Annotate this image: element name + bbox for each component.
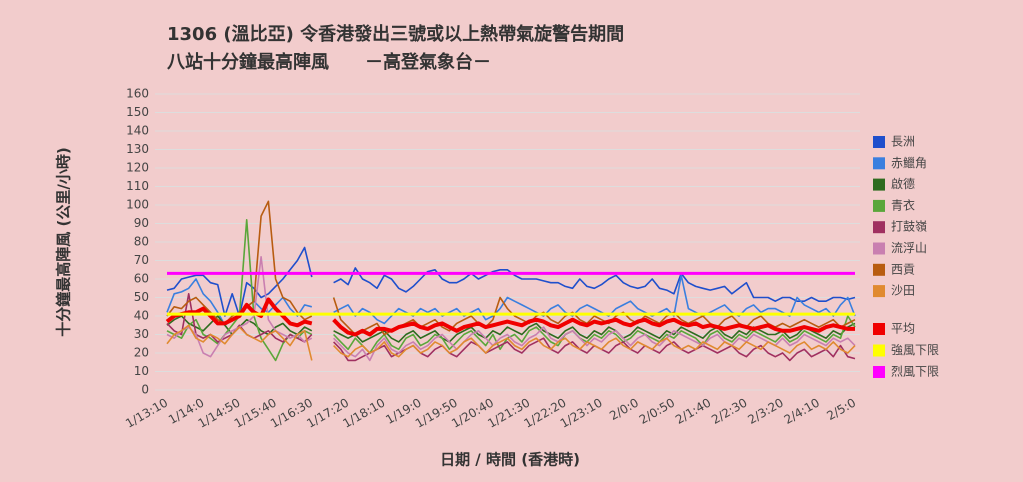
legend-label: 西貢 xyxy=(891,262,915,276)
legend-label: 打鼓嶺 xyxy=(891,220,927,234)
y-tick-label: 80 xyxy=(134,235,149,249)
legend-label: 流浮山 xyxy=(891,241,927,255)
y-tick-label: 20 xyxy=(134,346,149,360)
legend-label: 啟德 xyxy=(891,176,915,191)
legend-swatch xyxy=(873,199,885,212)
y-tick-label: 10 xyxy=(134,364,149,378)
y-tick-label: 110 xyxy=(126,179,149,193)
legend-swatch xyxy=(873,285,885,298)
legend-swatch xyxy=(873,178,885,191)
chart-subtitle: 八站十分鐘最高陣風 －高登氣象台－ xyxy=(167,51,491,73)
legend-label: 青衣 xyxy=(891,197,915,212)
legend-label: 平均 xyxy=(891,322,915,336)
legend-swatch xyxy=(873,242,885,255)
chart-title: 1306 (溫比亞) 令香港發出三號或以上熱帶氣旋警告期間 xyxy=(167,23,624,45)
y-tick-label: 0 xyxy=(141,383,149,397)
legend-label: 長洲 xyxy=(891,135,915,149)
y-tick-label: 30 xyxy=(134,327,149,341)
y-tick-label: 130 xyxy=(126,142,149,156)
y-tick-label: 160 xyxy=(126,87,149,101)
y-tick-label: 140 xyxy=(126,124,149,138)
series-line xyxy=(165,297,855,337)
y-tick-label: 70 xyxy=(134,253,149,267)
series-line xyxy=(166,324,856,361)
legend-swatch xyxy=(873,157,885,170)
legend-label: 強風下限 xyxy=(891,343,939,357)
y-tick-label: 120 xyxy=(126,161,149,175)
legend-swatch xyxy=(873,344,885,357)
y-axis-label: 十分鐘最高陣風 (公里/小時) xyxy=(55,147,73,336)
legend-label: 赤鱲角 xyxy=(891,156,927,170)
y-tick-label: 60 xyxy=(134,272,149,286)
legend-label: 烈風下限 xyxy=(891,365,939,379)
y-tick-label: 100 xyxy=(126,198,149,212)
legend-swatch xyxy=(873,366,885,378)
legend-swatch xyxy=(873,323,885,335)
legend-label: 沙田 xyxy=(891,284,915,298)
legend-swatch xyxy=(873,263,885,276)
legend-swatch xyxy=(873,221,885,234)
y-tick-label: 50 xyxy=(134,290,149,304)
y-tick-label: 150 xyxy=(126,105,149,119)
y-tick-label: 40 xyxy=(134,309,149,323)
x-axis-label: 日期 / 時間 (香港時) xyxy=(440,451,580,469)
y-tick-label: 90 xyxy=(134,216,149,230)
legend-swatch xyxy=(873,136,885,148)
